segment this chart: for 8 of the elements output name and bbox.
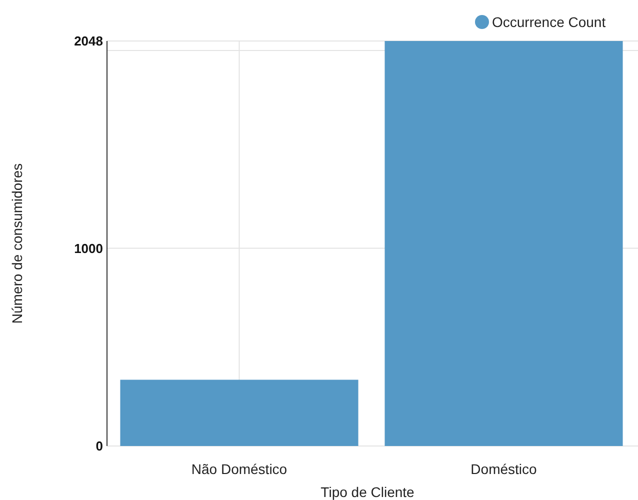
x-tick-label: Não Doméstico (191, 461, 288, 477)
y-tick-label: 2048 (74, 34, 103, 49)
x-axis-title: Tipo de Cliente (320, 484, 415, 500)
y-tick-label: 1000 (74, 240, 103, 256)
y-tick-label: 0 (96, 438, 103, 454)
y-axis-title: Número de consumidores (9, 163, 25, 324)
legend-label: Occurrence Count (492, 14, 606, 30)
x-tick-label: Doméstico (470, 461, 538, 477)
